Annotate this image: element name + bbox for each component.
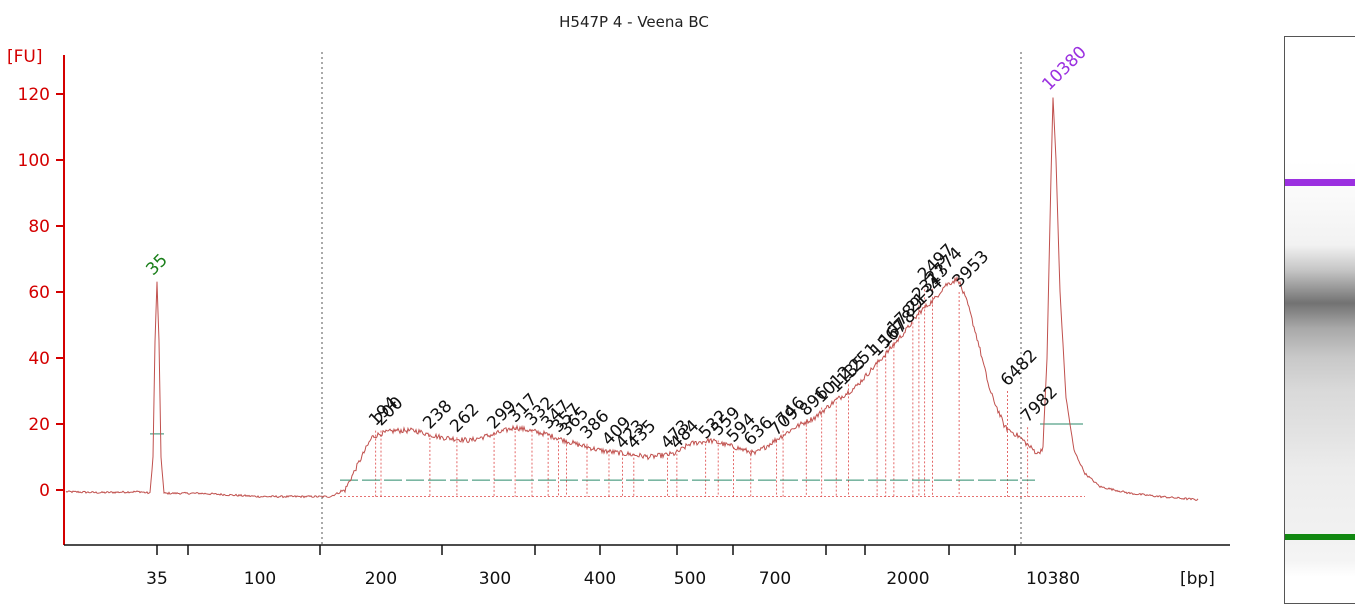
- gel-upper-marker-band: [1285, 179, 1355, 186]
- peak-label: 262: [446, 400, 483, 437]
- peak-label: 6482: [997, 346, 1042, 391]
- y-tick-label: 100: [18, 151, 50, 171]
- x-tick-label: 2000: [886, 569, 929, 589]
- y-tick-label: 0: [39, 481, 50, 501]
- gel-lower-marker-band: [1285, 534, 1355, 540]
- x-tick-label: 100: [244, 569, 276, 589]
- marker-peak-label: 10380: [1038, 42, 1090, 94]
- x-axis-label: [bp]: [1180, 569, 1215, 589]
- x-tick-label: 10380: [1026, 569, 1080, 589]
- gel-lane: [1285, 162, 1355, 577]
- chart-title: H547P 4 - Veena BC: [559, 13, 709, 31]
- fluorescence-trace: [65, 97, 1199, 501]
- x-tick-label: 35: [146, 569, 168, 589]
- x-tick-label: 400: [584, 569, 616, 589]
- y-tick-label: 20: [28, 415, 50, 435]
- x-tick-label: 200: [365, 569, 397, 589]
- x-tick-label: 500: [674, 569, 706, 589]
- y-tick-label: 120: [18, 85, 50, 105]
- peak-label: 7982: [1017, 382, 1062, 427]
- x-tick-label: 700: [759, 569, 791, 589]
- x-tick-label: 300: [479, 569, 511, 589]
- y-tick-label: 80: [28, 217, 50, 237]
- marker-peak-label: 35: [142, 250, 171, 279]
- y-tick-label: 60: [28, 283, 50, 303]
- y-tick-label: 40: [28, 349, 50, 369]
- gel-image: [1284, 36, 1355, 604]
- y-axis-label: [FU]: [7, 47, 43, 67]
- electropherogram-chart: H547P 4 - Veena BC [FU] [bp] 0 20 40 60 80 10…: [7, 13, 1230, 589]
